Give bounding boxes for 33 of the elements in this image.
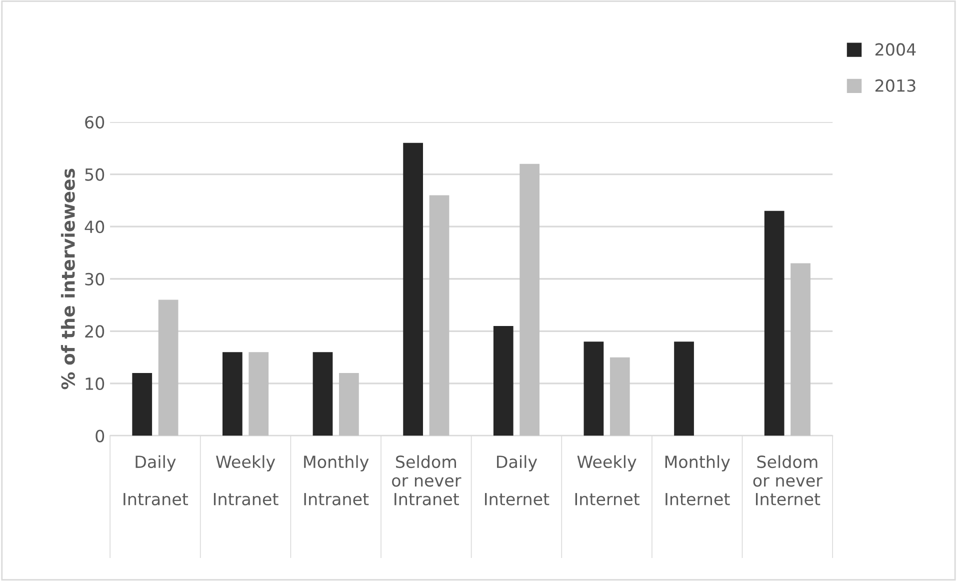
y-tick-label: 50 xyxy=(85,168,104,181)
y-axis-title: % of the interviewees xyxy=(60,168,75,390)
y-tick-label: 60 xyxy=(85,116,104,129)
bar xyxy=(493,326,514,436)
y-tick-label: 40 xyxy=(84,220,104,234)
bar xyxy=(429,195,450,436)
bar xyxy=(403,142,424,436)
bar xyxy=(520,164,540,436)
category-label: Monthly Internet xyxy=(665,455,730,506)
bar xyxy=(610,357,630,436)
category-label: Weekly Internet xyxy=(575,455,640,506)
bar xyxy=(248,352,269,436)
y-tick-label: 10 xyxy=(86,377,104,390)
legend-label: 2004 xyxy=(875,43,916,56)
bar xyxy=(312,352,333,436)
y-tick-label: 30 xyxy=(85,272,104,286)
bar xyxy=(674,342,694,436)
bar xyxy=(222,352,242,436)
x-tick-label: Seldom or never Internet xyxy=(753,455,822,506)
bar xyxy=(790,263,810,436)
category-label: Monthly Intranet xyxy=(304,455,369,506)
bar xyxy=(584,342,604,436)
y-tick-label: 0 xyxy=(96,430,104,442)
category-label: Weekly Intranet xyxy=(214,455,278,506)
y-tick-label: 20 xyxy=(85,325,104,338)
legend-label: 2013 xyxy=(875,79,916,92)
category-label: Daily Internet xyxy=(485,455,550,506)
category-label: Daily Intranet xyxy=(124,455,188,506)
bar xyxy=(764,210,784,436)
x-tick-label: Seldom or never Intranet xyxy=(392,455,462,506)
bar xyxy=(132,373,152,436)
bar xyxy=(339,373,359,436)
bar xyxy=(158,300,178,436)
